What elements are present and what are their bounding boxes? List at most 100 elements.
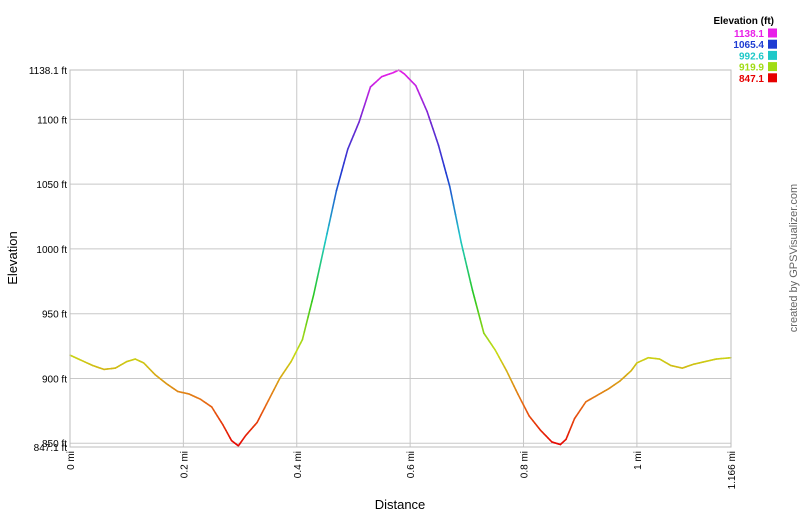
profile-segment xyxy=(454,213,459,225)
profile-segment xyxy=(481,325,485,334)
y-tick-label: 847.1 ft xyxy=(34,443,68,454)
legend-swatch xyxy=(768,73,777,83)
y-tick-label: 850 ft xyxy=(42,439,67,450)
profile-segment xyxy=(350,134,355,141)
profile-segment xyxy=(301,331,306,341)
plot-frame xyxy=(69,69,732,448)
elevation-profile-line xyxy=(69,69,732,447)
profile-segment xyxy=(432,127,436,135)
y-tick-label: 1050 ft xyxy=(36,180,67,191)
profile-segment xyxy=(307,308,311,318)
profile-segment xyxy=(473,296,478,306)
profile-segment xyxy=(309,301,313,311)
profile-segment xyxy=(303,323,308,333)
elevation-legend: Elevation (ft) 1138.11065.4992.6919.9847… xyxy=(713,16,777,85)
profile-segment xyxy=(437,144,442,153)
profile-segment xyxy=(458,232,462,244)
legend-label: 992.6 xyxy=(739,51,764,62)
legend-swatch xyxy=(768,39,777,49)
profile-segment xyxy=(367,86,372,94)
profile-segment xyxy=(326,224,330,235)
legend-swatch xyxy=(768,50,777,60)
profile-segment xyxy=(466,265,470,276)
legend-swatch xyxy=(768,28,777,38)
profile-segment xyxy=(360,109,364,117)
profile-segment xyxy=(356,121,360,128)
profile-segment xyxy=(318,258,323,270)
profile-segment xyxy=(316,267,321,278)
profile-segment xyxy=(358,115,362,123)
profile-segment xyxy=(426,110,430,119)
x-tick-label: 1 mi xyxy=(633,451,644,470)
profile-segment xyxy=(362,103,366,112)
profile-segment xyxy=(471,289,476,299)
profile-segment xyxy=(477,310,481,320)
profile-segment xyxy=(324,232,328,244)
profile-segment xyxy=(343,155,347,164)
profile-segment xyxy=(430,122,434,130)
x-tick-label: 0.8 mi xyxy=(520,451,531,478)
profile-segment xyxy=(337,175,342,185)
legend-label: 847.1 xyxy=(739,74,764,85)
x-tick-label: 0.4 mi xyxy=(293,451,304,478)
grid-lines xyxy=(69,69,732,448)
profile-segment xyxy=(452,204,457,216)
profile-segment xyxy=(341,162,345,171)
profile-segment xyxy=(464,257,468,268)
profile-segment xyxy=(348,139,353,146)
credit-text: created by GPSVisualizer.com xyxy=(788,184,800,332)
profile-segment xyxy=(445,172,449,181)
profile-segment xyxy=(311,293,315,303)
y-tick-label: 1138.1 ft xyxy=(29,66,67,77)
profile-segment xyxy=(335,182,340,192)
profile-segment xyxy=(346,143,351,150)
legend-title: Elevation (ft) xyxy=(713,16,774,27)
profile-segment xyxy=(352,130,357,137)
profile-segment xyxy=(449,185,453,197)
profile-segment xyxy=(447,179,451,188)
profile-segment xyxy=(363,97,368,106)
plot-border xyxy=(69,69,732,448)
profile-segment xyxy=(322,241,326,252)
profile-segment xyxy=(475,303,479,313)
profile-segment xyxy=(441,158,445,167)
profile-segment xyxy=(435,138,440,147)
y-tick-label: 900 ft xyxy=(42,374,67,385)
legend-label: 1138.1 xyxy=(734,29,764,40)
y-tick-label: 1000 ft xyxy=(36,245,67,256)
profile-segment xyxy=(329,207,334,218)
profile-segment xyxy=(428,116,432,124)
profile-segment xyxy=(345,148,349,157)
profile-segment xyxy=(312,284,317,296)
y-tick-label: 950 ft xyxy=(42,310,67,321)
profile-segment xyxy=(354,125,359,132)
x-axis-ticks: 0 mi 0.2 mi 0.4 mi 0.6 mi 0.8 mi 1 mi 1.166 mi xyxy=(66,451,738,489)
x-axis-title: Distance xyxy=(375,497,426,512)
profile-segment xyxy=(456,223,461,234)
x-tick-label: 0.2 mi xyxy=(179,451,190,478)
profile-segment xyxy=(469,281,474,292)
profile-segment xyxy=(339,169,343,178)
x-tick-label: 0 mi xyxy=(66,451,77,470)
legend-label: 1065.4 xyxy=(733,40,764,51)
profile-segment xyxy=(333,189,338,201)
profile-segment xyxy=(467,273,472,284)
profile-segment xyxy=(328,215,332,226)
y-tick-label: 1100 ft xyxy=(37,115,67,126)
legend-label: 919.9 xyxy=(739,63,764,74)
legend-swatch xyxy=(768,62,777,72)
profile-segment xyxy=(462,249,466,260)
y-axis-title: Elevation xyxy=(5,231,20,284)
profile-segment xyxy=(305,316,309,326)
profile-segment xyxy=(450,195,455,207)
profile-segment xyxy=(314,276,319,287)
profile-segment xyxy=(320,250,325,261)
x-tick-label: 0.6 mi xyxy=(406,451,417,478)
profile-segment xyxy=(479,318,483,327)
profile-segment xyxy=(433,133,438,141)
profile-segment xyxy=(365,92,370,100)
profile-segment xyxy=(443,165,447,174)
profile-segment xyxy=(439,151,444,160)
